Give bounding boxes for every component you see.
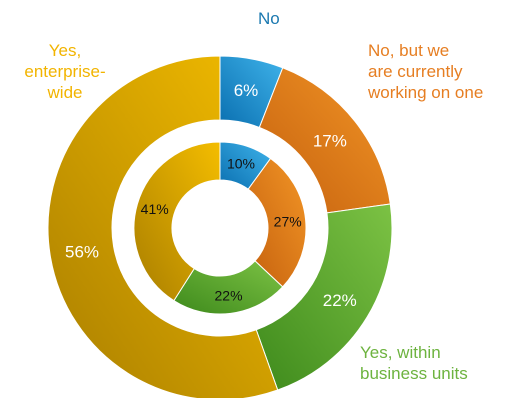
inner-ring: [133, 141, 307, 315]
outer-value-label-no: 6%: [234, 81, 259, 100]
outer-value-label-yes-within-business-units: 22%: [323, 291, 357, 310]
inner-slice-yes-enterprise-wide: [133, 141, 221, 302]
inner-value-label-yes-within-business-units: 22%: [215, 287, 243, 303]
outer-value-label-yes-enterprise-wide: 56%: [65, 242, 99, 261]
outer-slice-yes-enterprise-wide: [47, 55, 279, 398]
slice-labels: 6% 17% 22% 56% 10% 27% 22% 41%: [65, 81, 357, 310]
outer-ring: [47, 55, 393, 398]
category-label-yes-business-units: Yes, within business units: [360, 343, 468, 383]
outer-value-label-no-but-we-are-currently-working-on-one: 17%: [313, 132, 347, 151]
category-label-no-but-working: No, but we are currently working on one: [368, 41, 484, 102]
inner-value-label-yes-enterprise-wide: 41%: [141, 201, 169, 217]
category-label-no: No: [258, 9, 280, 28]
category-label-yes-enterprise-wide: Yes, enterprise- wide: [24, 41, 106, 102]
inner-value-label-no-but-we-are-currently-working-on-one: 27%: [274, 214, 302, 230]
inner-value-label-no: 10%: [227, 155, 255, 171]
